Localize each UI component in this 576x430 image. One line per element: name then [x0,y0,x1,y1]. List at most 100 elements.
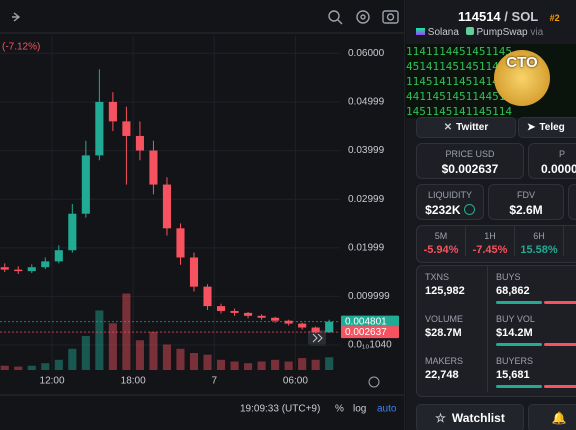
digit-line: 1141114451451145 [406,45,512,58]
watchlist-button[interactable]: ☆ Watchlist [416,404,524,430]
ratio-buy [496,385,543,388]
telegram-button[interactable]: ➤ Teleg [518,117,576,138]
stat-value: $14.2M [496,327,533,339]
candle-body [311,327,320,333]
candle-body [14,269,23,272]
candle-body [149,150,158,185]
banner-digits: 1141114451451145 4514114514511451 11451411… [406,44,576,118]
digit-line: 1451145141145114 [406,105,512,118]
volume-bar [108,323,117,370]
footer-percent[interactable]: % [335,404,344,415]
changes-box: 5M -5.94% 1H -7.45% 6H 15.58% [416,225,576,263]
candle-body [176,228,185,258]
stat-cell: BUYS 68,862 [488,266,576,308]
dex-icon [465,27,474,35]
footer-auto[interactable]: auto [377,404,397,415]
chain-icon [416,28,425,35]
metric-card: FDV $2.6M [488,184,564,220]
volume-bar [257,361,266,370]
ratio-sell [544,343,576,346]
change-cell: 6H 15.58% [515,226,564,256]
ratio-bar [496,343,576,346]
volume-bar [284,361,293,370]
stat-value: 68,862 [496,285,530,297]
candle-body [162,184,172,229]
change-value: -5.94% [423,244,459,256]
ratio-sell [544,385,576,388]
footer-time: 19:09:33 (UTC+9) [240,404,320,415]
stat-label: MAKERS [425,356,464,366]
card-label: LIQUIDITY [427,190,472,200]
change-value: -7.45% [472,244,508,256]
chain: Solana [427,27,459,38]
volume-bar [189,353,199,370]
stat-cell: BUYERS 15,681 [488,350,576,392]
via: via [530,27,544,38]
ratio-buy [496,343,543,346]
ratio-sell [544,301,576,304]
y-tick-label: 0.02999 [348,194,385,205]
volume-bar [176,348,185,370]
coin: CTO [494,50,550,106]
stats-box: TXNS 125,982 BUYS 68,862 VOLUME $28.7M BUY VOL… [416,265,576,397]
card-label: FDV [517,190,535,200]
volume-bar [27,365,36,370]
candle-body [244,312,253,316]
camera-icon[interactable] [382,10,399,24]
ratio-buy [496,301,543,304]
candle-body [27,267,36,272]
y-tick-label: 0.01999 [348,242,385,253]
stat-cell: VOLUME $28.7M [417,308,488,350]
changes-row: 5M -5.94% 1H -7.45% 6H 15.58% [417,226,576,256]
x-tick-label: 18:00 [121,376,146,387]
toolbar [12,10,399,25]
candle-body [257,315,266,318]
change-label: 1H [484,231,496,241]
card-value: $232K [417,203,483,217]
stat-cell: MAKERS 22,748 [417,350,488,392]
settings-icon-center [360,14,366,20]
volume-bar [54,359,63,370]
price-tag-label: 0.002637 [345,327,387,338]
metric-card [568,184,576,220]
volume-bar [203,354,212,370]
candle-body [54,250,63,262]
banner-label: CTO [506,54,538,71]
candle-body [122,121,131,136]
alert-button[interactable]: 🔔 [528,404,576,430]
candle-body [0,267,9,270]
candle-body [189,257,199,287]
x-tick-label: 06:00 [283,376,308,387]
volume-bar [41,363,50,370]
stat-label: VOLUME [425,314,464,324]
volume-bar [271,359,280,370]
chart-bg [0,0,405,430]
candle-body [81,155,90,214]
reset-icon[interactable] [368,376,380,388]
indicator-icon[interactable] [328,10,340,22]
change-cell: 5M -5.94% [417,226,466,256]
candle-body [68,213,77,251]
twitter-button[interactable]: ✕ Twitter [416,117,516,138]
digit-line: 4411451451144514 [406,90,512,103]
volume-bar [95,310,104,370]
volume-bar [122,293,131,370]
link-label: Teleg [539,122,565,133]
stat-cell: TXNS 125,982 [417,266,488,308]
card-label: PRICE USD [445,149,495,159]
price-tag-box [341,315,399,328]
stat-value: 15,681 [496,369,530,381]
volume-bar [81,336,90,370]
stat-label: BUYS [496,272,521,282]
volume-bar [68,348,77,370]
price-card: PRICE USD $0.002637 [416,143,524,179]
candle-body [230,310,239,313]
forward-icon[interactable] [12,12,21,22]
card-value: 0.0000 [541,162,576,176]
footer-log[interactable]: log [353,404,366,415]
change-value: 15.58% [520,244,558,256]
volume-bar [149,331,158,370]
settings-icon[interactable] [356,10,370,24]
candle-body [95,101,104,156]
token-rank: #2 [549,13,560,23]
